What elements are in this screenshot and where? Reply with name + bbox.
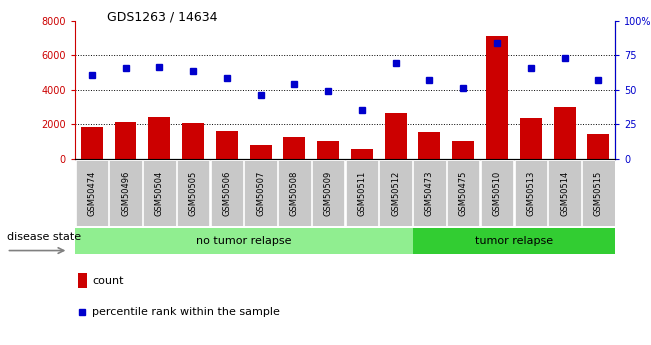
FancyBboxPatch shape [244, 160, 277, 226]
Text: disease state: disease state [7, 232, 81, 242]
Bar [77, 273, 87, 288]
Bar [75, 228, 413, 254]
Text: GSM50513: GSM50513 [526, 170, 535, 216]
Bar [587, 134, 609, 159]
Text: GSM50510: GSM50510 [493, 170, 501, 216]
FancyBboxPatch shape [278, 160, 311, 226]
Text: GSM50505: GSM50505 [189, 170, 197, 216]
Bar [351, 149, 373, 159]
Text: GSM50511: GSM50511 [357, 170, 367, 216]
FancyBboxPatch shape [346, 160, 378, 226]
FancyBboxPatch shape [211, 160, 243, 226]
Bar [317, 141, 339, 159]
FancyBboxPatch shape [514, 160, 547, 226]
Text: GSM50512: GSM50512 [391, 170, 400, 216]
Text: count: count [92, 276, 124, 286]
Bar [553, 107, 575, 159]
FancyBboxPatch shape [548, 160, 581, 226]
FancyBboxPatch shape [380, 160, 412, 226]
Text: GSM50504: GSM50504 [155, 170, 164, 216]
FancyBboxPatch shape [109, 160, 142, 226]
Text: percentile rank within the sample: percentile rank within the sample [92, 307, 280, 317]
Text: GSM50473: GSM50473 [425, 170, 434, 216]
Text: GSM50509: GSM50509 [324, 170, 333, 216]
Text: GSM50474: GSM50474 [87, 170, 96, 216]
Text: no tumor relapse: no tumor relapse [196, 236, 292, 246]
Bar [452, 141, 474, 159]
Bar [519, 118, 542, 159]
FancyBboxPatch shape [582, 160, 615, 226]
FancyBboxPatch shape [76, 160, 108, 226]
FancyBboxPatch shape [143, 160, 176, 226]
Text: GSM50508: GSM50508 [290, 170, 299, 216]
Bar [115, 122, 137, 159]
FancyBboxPatch shape [312, 160, 344, 226]
FancyBboxPatch shape [447, 160, 479, 226]
Bar [419, 132, 441, 159]
FancyBboxPatch shape [481, 160, 513, 226]
Text: GSM50506: GSM50506 [223, 170, 231, 216]
Text: tumor relapse: tumor relapse [475, 236, 553, 246]
Text: GSM50507: GSM50507 [256, 170, 265, 216]
Bar [249, 145, 271, 159]
Bar [413, 228, 632, 254]
Bar [283, 137, 305, 159]
Text: GDS1263 / 14634: GDS1263 / 14634 [107, 10, 218, 23]
Text: GSM50514: GSM50514 [560, 170, 569, 216]
Bar [182, 124, 204, 159]
Bar [486, 36, 508, 159]
Bar [81, 127, 103, 159]
Text: GSM50496: GSM50496 [121, 170, 130, 216]
Bar [385, 113, 407, 159]
Text: GSM50475: GSM50475 [459, 170, 467, 216]
Text: GSM50515: GSM50515 [594, 170, 603, 216]
Bar [216, 131, 238, 159]
Bar [148, 117, 171, 159]
FancyBboxPatch shape [413, 160, 446, 226]
FancyBboxPatch shape [177, 160, 209, 226]
